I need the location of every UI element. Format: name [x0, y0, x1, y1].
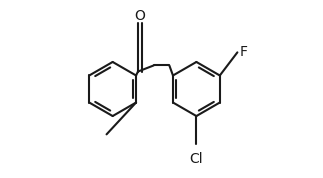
Text: O: O	[134, 9, 145, 23]
Text: F: F	[239, 45, 247, 59]
Text: Cl: Cl	[190, 152, 203, 166]
